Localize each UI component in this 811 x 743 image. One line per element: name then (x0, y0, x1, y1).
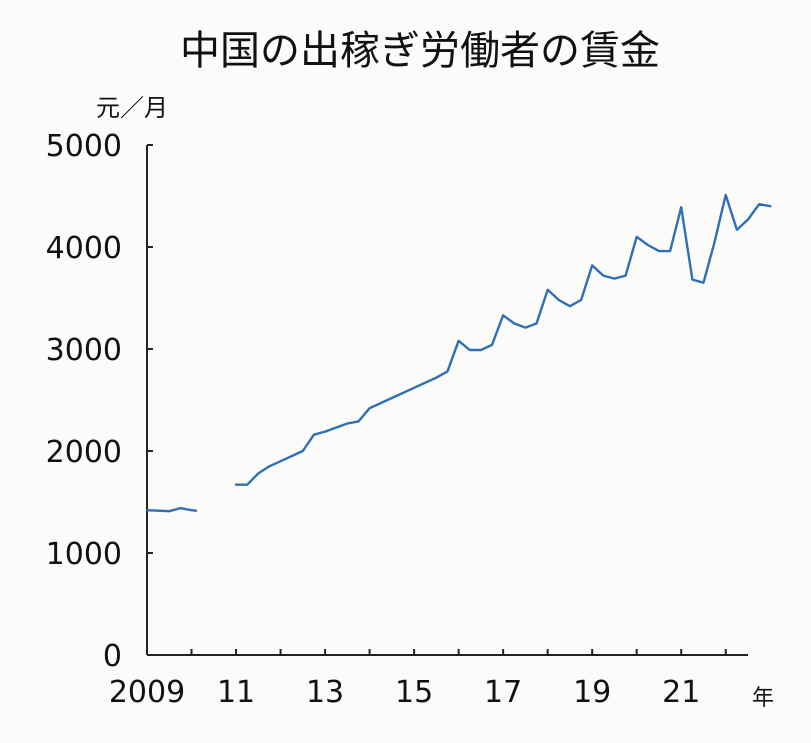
x-tick-label: 13 (306, 675, 344, 710)
x-tick-label: 21 (662, 675, 700, 710)
y-axis-unit-label: 元／月 (96, 94, 168, 122)
y-tick-label: 5000 (46, 129, 122, 164)
x-tick-label: 11 (217, 675, 255, 710)
axes (146, 145, 748, 656)
y-tick-label: 2000 (46, 435, 122, 470)
series-line (234, 193, 772, 486)
y-ticks: 0 1000 2000 3000 4000 5000 (46, 129, 153, 674)
x-tick-label: 17 (484, 675, 522, 710)
chart-title: 中国の出稼ぎ労働者の賃金 (180, 28, 660, 74)
y-tick-label: 3000 (46, 333, 122, 368)
x-tick-label: 15 (395, 675, 433, 710)
y-tick-label: 1000 (46, 537, 122, 572)
series-line (145, 506, 198, 513)
y-tick-label: 0 (103, 639, 122, 674)
y-tick-label: 4000 (46, 231, 122, 266)
x-ticks: 2009 11 13 15 17 19 21 (109, 649, 727, 710)
x-tick-label: 19 (573, 675, 611, 710)
x-axis-unit-label: 年 (752, 686, 774, 711)
series (145, 193, 772, 513)
x-tick-label: 2009 (109, 675, 185, 710)
